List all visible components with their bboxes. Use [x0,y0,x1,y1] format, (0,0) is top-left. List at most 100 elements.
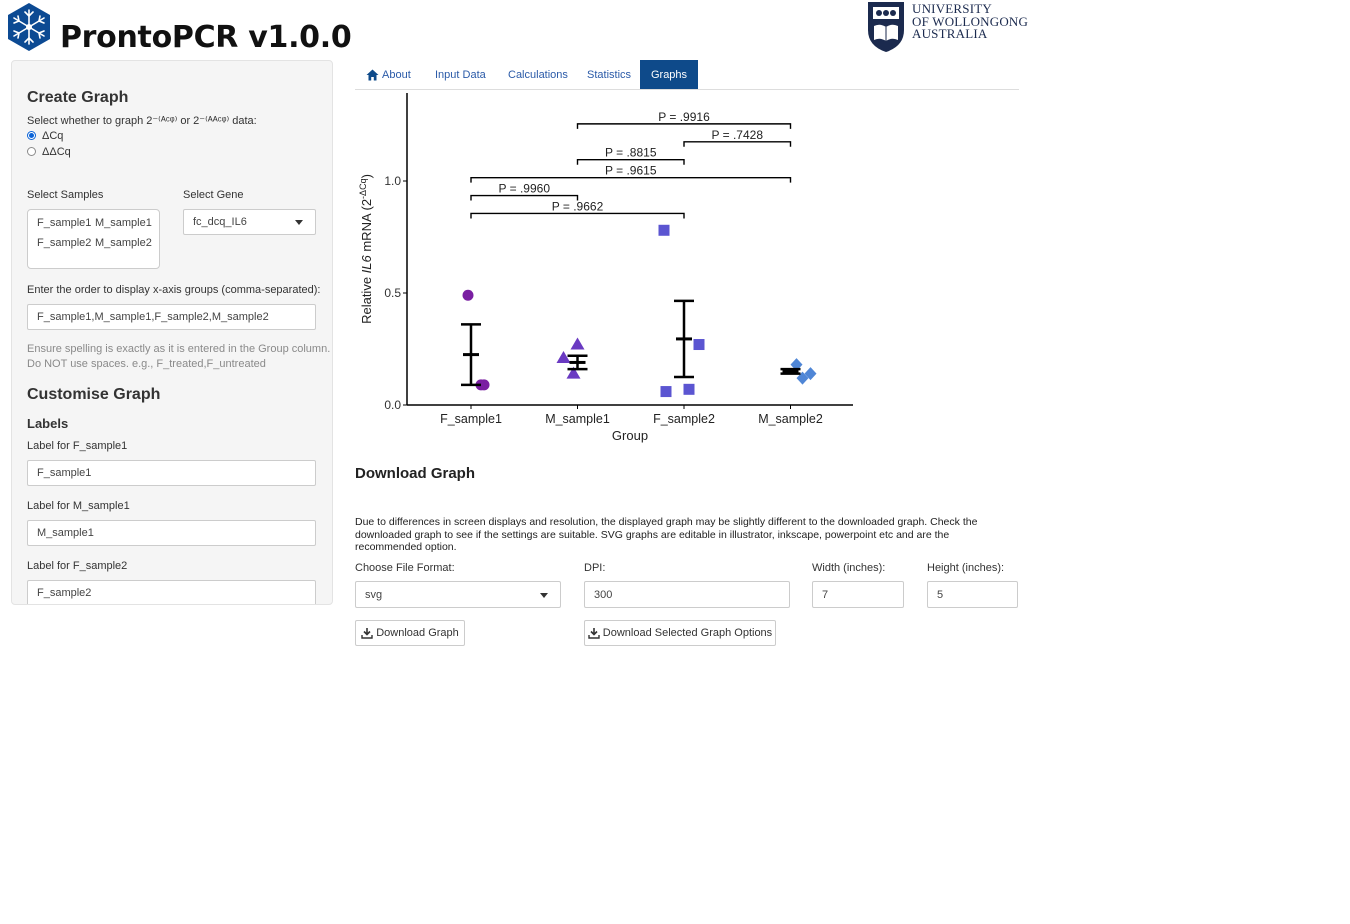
significance-bracket [683,141,792,147]
radio-dcq[interactable]: ΔCq [27,128,63,143]
file-format-value: svg [365,588,383,601]
p-value-label: P = .7428 [712,128,764,142]
label-field-caption: Label for F_sample2 [27,560,128,572]
p-value-label: P = .9960 [499,182,551,196]
sample-chip[interactable]: F_sample1 [37,217,92,229]
select-samples-label: Select Samples [27,189,104,201]
data-point [566,366,581,379]
y-tick-label: 1.0 [384,174,401,188]
data-point [804,367,817,381]
select-gene-label: Select Gene [183,189,244,201]
x-tick-label: M_sample1 [545,412,610,426]
height-value: 5 [937,588,944,601]
tab-calculations-label: Calculations [508,68,568,81]
label-input-value: F_sample1 [37,467,92,479]
dpi-label: DPI: [584,562,606,574]
university-line-2: OF WOLLONGONG [912,13,1029,29]
y-tick-label: 0.0 [384,398,401,412]
create-graph-heading: Create Graph [27,89,129,106]
x-tick-label: M_sample2 [758,412,823,426]
width-value: 7 [822,588,829,601]
dpi-value: 300 [594,588,613,601]
significance-bracket [576,159,685,165]
label-input-f-sample2[interactable]: F_sample2 [27,580,316,604]
university-name: UNIVERSITY OF WOLLONGONG AUSTRALIA [912,1,1029,41]
width-label: Width (inches): [812,562,886,574]
p-value-label: P = .9662 [552,199,604,213]
data-point [693,339,705,351]
x-tick-label: F_sample1 [440,412,502,426]
gene-select[interactable]: fc_dcq_IL6 [183,209,316,235]
university-line-1: UNIVERSITY [912,1,992,16]
tab-about[interactable]: About [355,60,422,89]
main-tabs: About Input Data Calculations Statistics… [355,60,1019,90]
order-input[interactable]: F_sample1,M_sample1,F_sample2,M_sample2 [27,304,316,330]
file-format-select[interactable]: svg [355,581,561,608]
x-tick-label: F_sample2 [653,412,715,426]
il6-scatter-chart: 0.0 0.5 1.0 F_sample1 M_sample1 F_sample2 M_sa… [358,93,853,443]
app-title: ProntoPCR v1.0.0 [60,20,352,55]
data-point [556,350,571,363]
sample-chip[interactable]: M_sample1 [95,217,152,229]
labels-heading: Labels [27,416,69,431]
data-point [683,383,695,395]
data-point [570,337,585,350]
radio-ddcq-button[interactable] [27,147,36,156]
sidebar-panel: Create Graph Select whether to graph 2⁻⁽… [11,60,333,605]
dpi-input[interactable]: 300 [584,581,790,608]
significance-bracket [470,212,685,219]
chevron-down-icon [295,220,303,225]
tab-about-label: About [382,68,411,81]
radio-ddcq[interactable]: ΔΔCq [27,144,71,159]
significance-bracket [576,123,792,129]
order-input-value: F_sample1,M_sample1,F_sample2,M_sample2 [37,311,269,323]
y-tick-label: 0.5 [384,286,401,300]
tab-graphs-label: Graphs [650,68,688,81]
download-icon [361,628,373,639]
significance-bracket [470,176,792,183]
significance-bracket [470,194,579,201]
tab-input-data[interactable]: Input Data [424,60,497,89]
tab-statistics-label: Statistics [587,68,632,81]
university-line-3: AUSTRALIA [912,26,988,41]
order-label: Enter the order to display x-axis groups… [27,284,321,296]
radio-ddcq-label: ΔΔCq [42,145,71,158]
samples-multiselect[interactable]: F_sample1 M_sample1 F_sample2 M_sample2 [27,209,160,269]
gene-select-value: fc_dcq_IL6 [193,216,247,228]
download-icon [588,628,600,639]
sample-chip[interactable]: F_sample2 [37,237,92,249]
y-axis-title: Relative IL6 mRNA (2-ΔCq) [358,174,374,324]
tab-graphs[interactable]: Graphs [640,60,698,89]
order-help-text: Ensure spelling is exactly as it is ente… [27,342,330,372]
order-help-line: Ensure spelling is exactly as it is ente… [27,343,331,355]
data-point [478,379,490,391]
radio-dcq-label: ΔCq [42,129,64,142]
university-crest-icon [868,2,904,52]
sample-chip[interactable]: M_sample2 [95,237,152,249]
home-icon [366,69,379,80]
height-label: Height (inches): [927,562,1005,574]
order-help-line: Do NOT use spaces. e.g., F_treated,F_unt… [27,358,266,370]
data-point [660,386,672,398]
label-input-value: F_sample2 [37,587,92,599]
download-options-button[interactable]: Download Selected Graph Options [584,620,776,646]
download-graph-button[interactable]: Download Graph [355,620,465,646]
p-value-label: P = .9615 [605,164,657,178]
graph-type-prompt: Select whether to graph 2⁻⁽ᴬᶜᵠ⁾ or 2⁻⁽ᴬᴬ… [27,115,257,127]
data-point [658,224,670,236]
width-input[interactable]: 7 [812,581,904,608]
label-input-f-sample1[interactable]: F_sample1 [27,460,316,486]
data-point [462,289,474,301]
label-input-m-sample1[interactable]: M_sample1 [27,520,316,546]
tab-calculations[interactable]: Calculations [497,60,579,89]
label-input-value: M_sample1 [37,527,94,539]
tab-statistics[interactable]: Statistics [576,60,642,89]
download-options-button-label: Download Selected Graph Options [602,627,773,639]
customise-graph-heading: Customise Graph [27,386,161,403]
height-input[interactable]: 5 [927,581,1018,608]
x-axis-title: Group [612,428,648,443]
radio-dcq-button[interactable] [27,131,36,140]
chevron-down-icon [540,592,548,598]
tab-input-data-label: Input Data [435,68,486,81]
label-field-caption: Label for F_sample1 [27,440,128,452]
